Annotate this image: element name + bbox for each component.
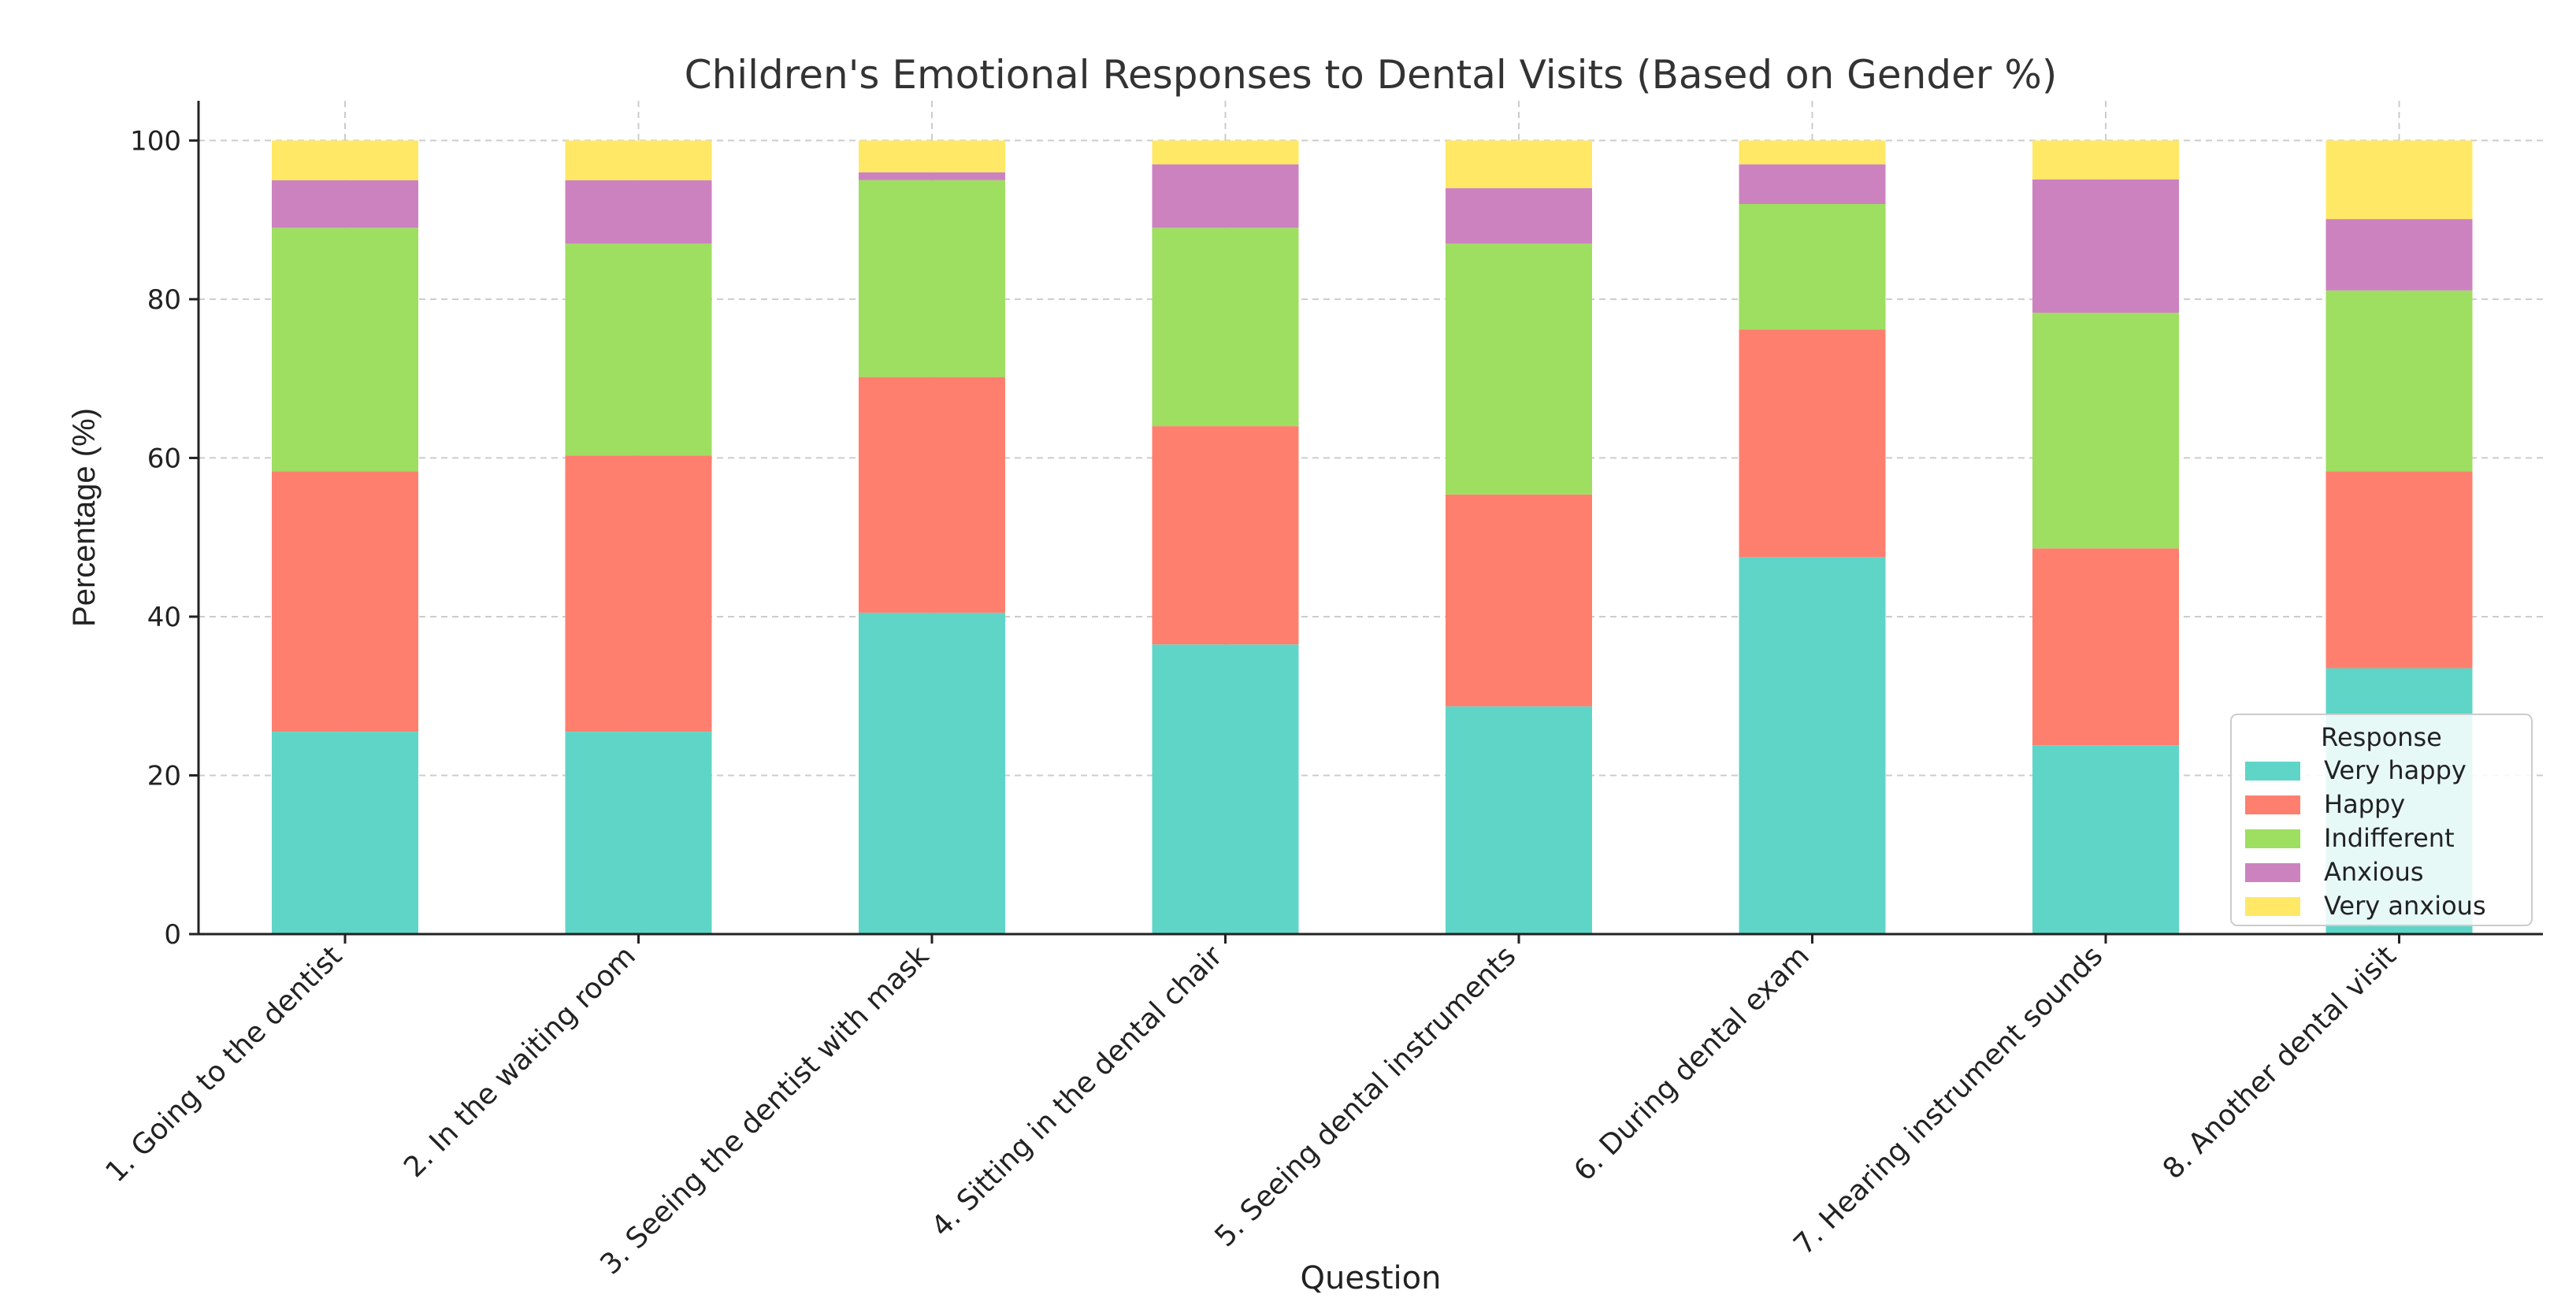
legend-swatch-indifferent xyxy=(2245,829,2300,848)
bar-q2-very-happy xyxy=(565,732,712,934)
bar-q2-happy xyxy=(565,455,712,732)
bar-q1-very-happy xyxy=(272,732,418,934)
bar-q6-very-happy xyxy=(1739,557,1886,934)
legend-label-indifferent: Indifferent xyxy=(2324,823,2455,853)
grid-layer xyxy=(199,101,2543,935)
bar-q2-very-anxious xyxy=(565,140,712,180)
x-tick-label-4: 5. Seeing dental instruments xyxy=(1208,940,1522,1253)
bar-q1-happy xyxy=(272,471,418,732)
bar-q6-anxious xyxy=(1739,164,1886,204)
y-tick-label-3: 60 xyxy=(147,443,181,474)
x-axis-label: Question xyxy=(1301,1260,1442,1296)
bar-q4-happy xyxy=(1152,426,1299,645)
bar-q4-very-anxious xyxy=(1152,140,1299,165)
bar-q4-anxious xyxy=(1152,164,1299,228)
legend-label-very-anxious: Very anxious xyxy=(2324,891,2486,921)
x-tick-label-0: 1. Going to the dentist xyxy=(99,940,348,1188)
bar-q2-anxious xyxy=(565,180,712,244)
bar-q5-happy xyxy=(1446,494,1592,706)
x-tick-label-7: 8. Another dental visit xyxy=(2157,940,2403,1185)
bar-q1-very-anxious xyxy=(272,140,418,180)
bar-q3-happy xyxy=(859,376,1005,613)
x-tick-label-1: 2. In the waiting room xyxy=(398,940,642,1184)
bar-q1-indifferent xyxy=(272,228,418,472)
y-tick-label-1: 20 xyxy=(147,760,181,792)
y-ticks: 0 20 40 60 80 100 xyxy=(130,125,199,951)
legend-box xyxy=(2230,714,2533,926)
bar-q3-very-happy xyxy=(859,612,1005,934)
bar-q5-indifferent xyxy=(1446,243,1592,495)
y-tick-label-4: 80 xyxy=(147,284,181,316)
bar-q7-anxious xyxy=(2032,179,2179,313)
bar-q6-indifferent xyxy=(1739,203,1886,330)
x-tick-label-2: 3. Seeing the dentist with mask xyxy=(594,940,935,1281)
bar-q8-indifferent xyxy=(2325,290,2473,472)
chart-title: Children's Emotional Responses to Dental… xyxy=(685,52,2058,98)
legend-swatch-very-anxious xyxy=(2245,897,2300,916)
x-tick-label-3: 4. Sitting in the dental chair xyxy=(926,940,1229,1243)
bar-q8-very-anxious xyxy=(2325,140,2473,220)
bar-q7-very-happy xyxy=(2032,745,2179,934)
bar-q7-very-anxious xyxy=(2032,140,2179,180)
bar-q6-happy xyxy=(1739,329,1886,558)
bar-q5-very-happy xyxy=(1446,706,1592,934)
bar-q7-happy xyxy=(2032,548,2179,746)
bar-q3-anxious xyxy=(859,172,1005,180)
bar-q7-indifferent xyxy=(2032,313,2179,549)
legend-label-anxious: Anxious xyxy=(2324,857,2424,887)
bar-q3-indifferent xyxy=(859,180,1005,377)
x-tick-label-5: 6. During dental exam xyxy=(1568,940,1815,1187)
legend-label-very-happy: Very happy xyxy=(2324,755,2467,785)
bar-q5-very-anxious xyxy=(1446,140,1592,188)
bar-q1-anxious xyxy=(272,180,418,228)
bar-q2-indifferent xyxy=(565,243,712,456)
legend-swatch-very-happy xyxy=(2245,762,2300,781)
bar-q3-very-anxious xyxy=(859,140,1005,172)
axes-layer xyxy=(197,101,2543,936)
x-ticks: 1. Going to the dentist 2. In the waiting… xyxy=(99,934,2403,1281)
legend-swatch-anxious xyxy=(2245,863,2300,882)
bar-q8-happy xyxy=(2325,471,2473,669)
x-tick-label-6: 7. Hearing instrument sounds xyxy=(1787,940,2109,1261)
bar-q8-anxious xyxy=(2325,219,2473,291)
legend-swatch-happy xyxy=(2245,795,2300,814)
y-tick-label-5: 100 xyxy=(130,125,181,157)
bar-q4-very-happy xyxy=(1152,644,1299,934)
bar-q4-indifferent xyxy=(1152,228,1299,427)
y-tick-label-2: 40 xyxy=(147,602,181,633)
bar-q6-very-anxious xyxy=(1739,140,1886,165)
y-axis-label: Percentage (%) xyxy=(67,408,102,627)
bars-layer xyxy=(272,140,2473,934)
y-tick-label-0: 0 xyxy=(164,919,181,951)
legend-label-happy: Happy xyxy=(2324,789,2405,819)
legend-title: Response xyxy=(2321,722,2442,752)
bar-q5-anxious xyxy=(1446,187,1592,244)
